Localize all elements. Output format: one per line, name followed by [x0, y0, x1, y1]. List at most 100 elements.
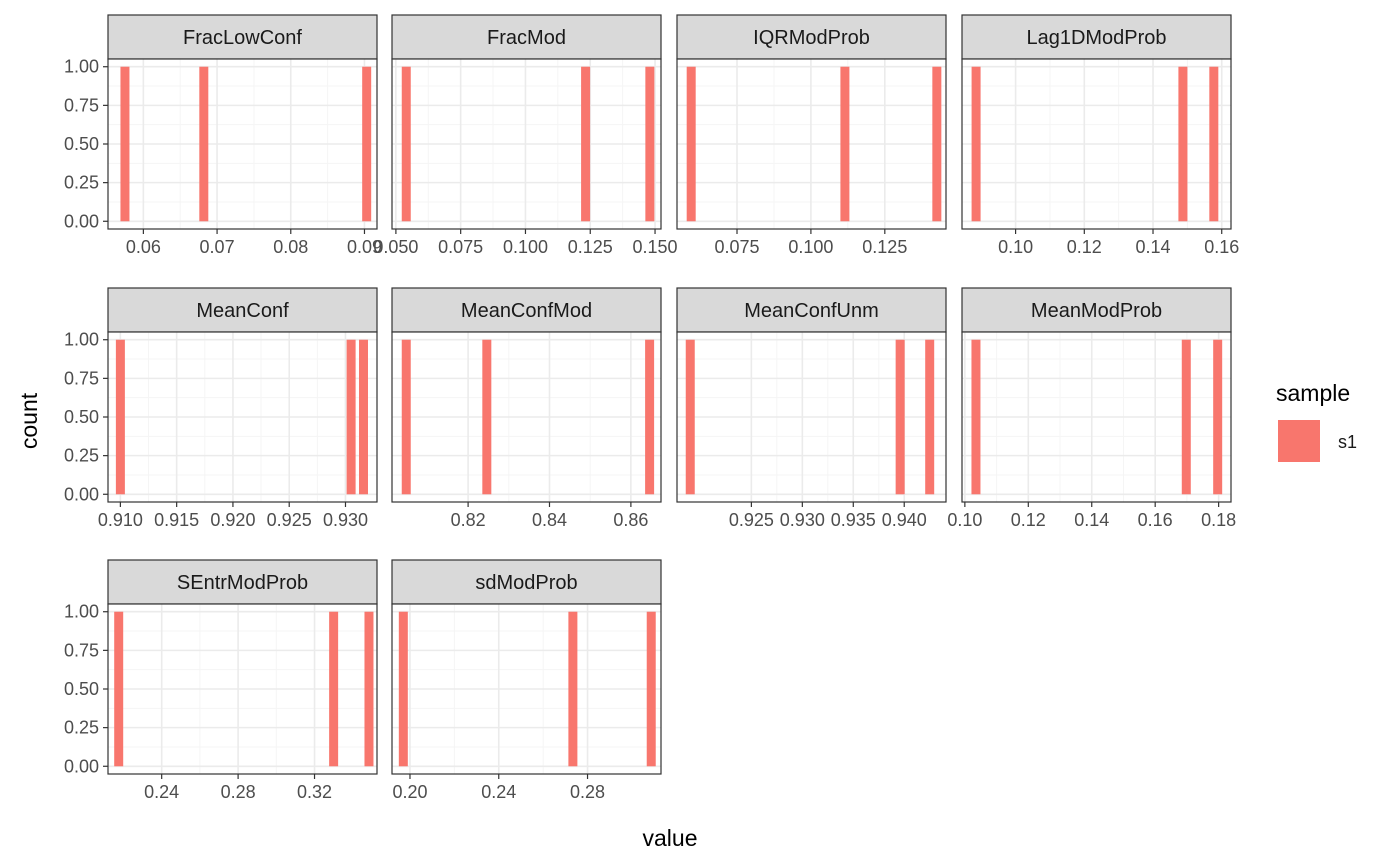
histogram-bar [114, 611, 124, 767]
histogram-bar [329, 611, 339, 767]
y-tick-label: 0.00 [64, 484, 99, 504]
x-tick-label: 0.06 [126, 237, 161, 257]
facet-strip-label: MeanConfMod [461, 300, 592, 322]
x-tick-label: 0.18 [1201, 510, 1236, 530]
facet-strip [676, 287, 947, 333]
facet-strip [961, 287, 1232, 333]
histogram-bar [364, 611, 374, 767]
histogram-bar [1209, 66, 1219, 222]
histogram-bar [925, 339, 935, 495]
x-tick-label: 0.14 [1135, 237, 1170, 257]
x-tick-label: 0.12 [1011, 510, 1046, 530]
histogram-bar [398, 611, 408, 767]
x-tick-label: 0.24 [144, 782, 179, 802]
x-tick-label: 0.82 [451, 510, 486, 530]
histogram-bar [840, 66, 850, 222]
x-tick-label: 0.150 [633, 237, 678, 257]
facet-strip [107, 287, 378, 333]
facet-fraclowconf: FracLowConf 0.00 0.25 0.50 0.75 1.00 0.06 0.07 0… [64, 14, 382, 257]
histogram-bar [115, 339, 125, 495]
histogram-bar [1181, 339, 1191, 495]
histogram-bar [1178, 66, 1188, 222]
x-tick-label: 0.12 [1067, 237, 1102, 257]
x-tick-label: 0.10 [998, 237, 1033, 257]
x-tick-label: 0.86 [613, 510, 648, 530]
x-tick-label: 0.075 [714, 237, 759, 257]
facet-strip-label: IQRModProb [753, 27, 870, 49]
x-tick-label: 0.125 [862, 237, 907, 257]
legend-title: sample [1276, 380, 1350, 406]
x-tick-label: 0.32 [297, 782, 332, 802]
histogram-bar [581, 66, 591, 222]
histogram-bar [568, 611, 578, 767]
histogram-bar [199, 66, 209, 222]
x-tick-label: 0.10 [947, 510, 982, 530]
facet-fracmod: FracMod 0.050 0.075 0.100 0.125 0.150 [373, 14, 678, 257]
legend-key-s1 [1278, 420, 1320, 462]
histogram-bar [401, 66, 411, 222]
y-tick-label: 0.75 [64, 368, 99, 388]
panel-border [676, 331, 947, 503]
panel-border [961, 58, 1232, 230]
y-tick-label: 1.00 [64, 57, 99, 77]
x-tick-label: 0.925 [267, 510, 312, 530]
y-tick-label: 0.00 [64, 756, 99, 776]
facet-strip-label: FracLowConf [183, 27, 302, 49]
x-axis-title: value [643, 825, 698, 851]
y-tick-label: 0.50 [64, 679, 99, 699]
histogram-bar [362, 66, 372, 222]
facet-strip-label: SEntrModProb [177, 572, 308, 594]
x-tick-label: 0.050 [373, 237, 418, 257]
histogram-bar [895, 339, 905, 495]
histogram-bar [932, 66, 942, 222]
x-tick-label: 0.925 [729, 510, 774, 530]
x-tick-label: 0.16 [1204, 237, 1239, 257]
panel-border [391, 603, 662, 775]
histogram-bar [645, 66, 655, 222]
x-tick-label: 0.930 [780, 510, 825, 530]
x-tick-label: 0.920 [210, 510, 255, 530]
histogram-bar [971, 339, 981, 495]
x-tick-label: 0.125 [568, 237, 613, 257]
y-tick-label: 0.75 [64, 640, 99, 660]
legend-label-s1: s1 [1338, 432, 1357, 452]
x-tick-label: 0.940 [882, 510, 927, 530]
facet-meanconf: MeanConf 0.00 0.25 0.50 0.75 1.00 0.910 0.915 0.… [64, 287, 378, 530]
y-tick-label: 0.75 [64, 95, 99, 115]
y-tick-label: 1.00 [64, 602, 99, 622]
facet-strip-label: MeanConfUnm [744, 300, 879, 322]
facet-strip-label: FracMod [487, 27, 566, 49]
facet-strip [961, 14, 1232, 60]
y-tick-label: 0.50 [64, 134, 99, 154]
y-tick-label: 1.00 [64, 330, 99, 350]
x-tick-label: 0.910 [98, 510, 143, 530]
histogram-bar [120, 66, 130, 222]
histogram-bar [646, 611, 656, 767]
histogram-bar [645, 339, 655, 495]
x-tick-label: 0.84 [532, 510, 567, 530]
x-tick-label: 0.28 [221, 782, 256, 802]
facet-strip [676, 14, 947, 60]
facet-strip-label: sdModProb [475, 572, 577, 594]
x-tick-label: 0.100 [503, 237, 548, 257]
y-tick-label: 0.25 [64, 173, 99, 193]
facet-strip [391, 559, 662, 605]
y-tick-label: 0.00 [64, 211, 99, 231]
facet-lag1dmodprob: Lag1DModProb 0.10 0.12 0.14 0.16 [961, 14, 1239, 257]
x-tick-label: 0.935 [831, 510, 876, 530]
facet-iqrmodprob: IQRModProb 0.075 0.100 0.125 [676, 14, 947, 257]
histogram-bar [685, 339, 695, 495]
x-tick-label: 0.14 [1074, 510, 1109, 530]
facet-panels: FracLowConf 0.00 0.25 0.50 0.75 1.00 0.06 0.07 0… [64, 14, 1239, 802]
x-tick-label: 0.20 [392, 782, 427, 802]
facet-strip [107, 14, 378, 60]
x-tick-label: 0.075 [438, 237, 483, 257]
legend: sample s1 [1276, 380, 1357, 462]
panel-border [391, 331, 662, 503]
x-tick-label: 0.24 [481, 782, 516, 802]
y-tick-label: 0.25 [64, 446, 99, 466]
panel-border [391, 58, 662, 230]
facet-meanconfmod: MeanConfMod 0.82 0.84 0.86 [391, 287, 662, 530]
x-tick-label: 0.09 [347, 237, 382, 257]
x-tick-label: 0.28 [570, 782, 605, 802]
